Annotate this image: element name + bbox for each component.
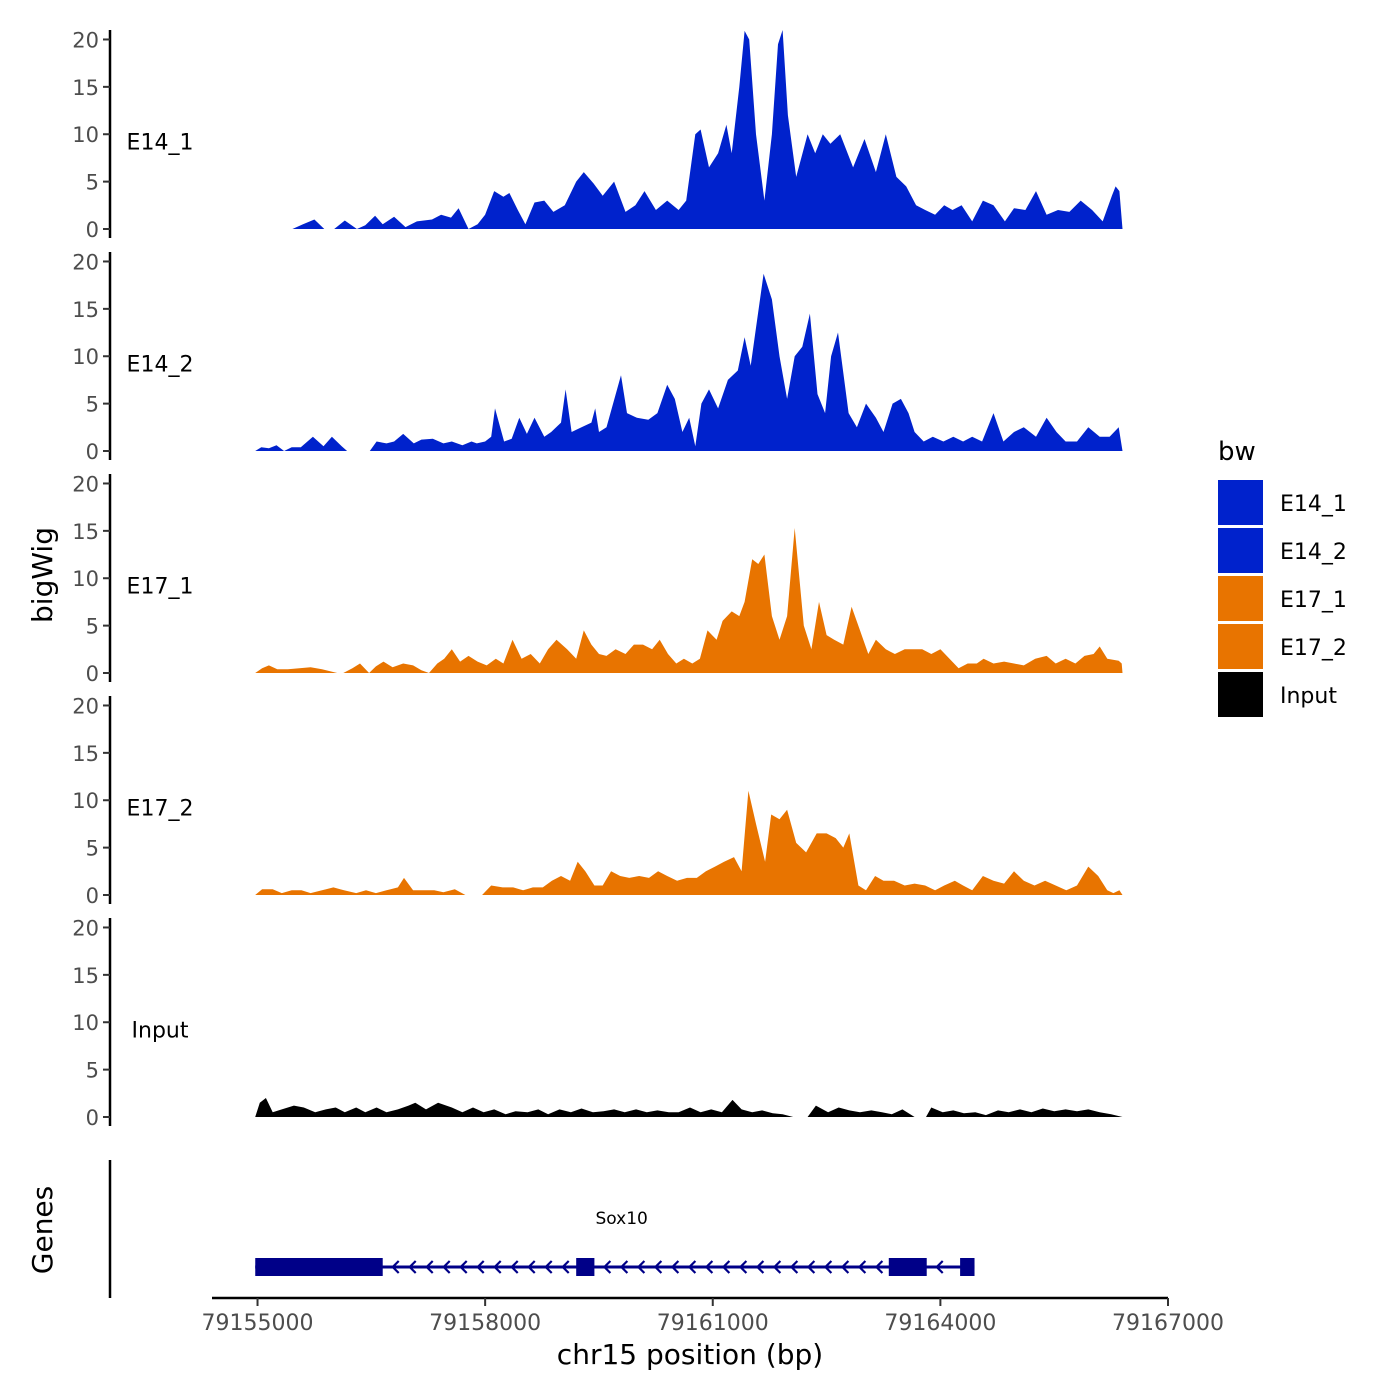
y-axis-title: bigWig <box>26 527 59 623</box>
y-tick-label: 0 <box>86 1106 99 1130</box>
legend-label: E17_1 <box>1280 588 1347 613</box>
legend-key-e14-1 <box>1218 480 1263 525</box>
track-panel-input: 0 5 10 15 20 Input <box>72 916 1123 1130</box>
strand-arrow <box>561 1260 570 1274</box>
y-tick-label: 5 <box>86 1059 99 1083</box>
x-tick-label: 79167000 <box>1112 1311 1224 1336</box>
legend-title: bw <box>1218 437 1256 467</box>
strand-arrow <box>721 1260 731 1274</box>
strand-arrow <box>687 1260 697 1274</box>
y-tick-label: 5 <box>86 393 99 417</box>
y-tick-label: 10 <box>72 1011 99 1035</box>
y-tick-label: 10 <box>72 789 99 813</box>
strand-arrow <box>459 1260 468 1274</box>
legend-key-e17-2 <box>1218 624 1263 669</box>
track-panel-e17-1: 0 5 10 15 20 E17_1 <box>72 472 1123 686</box>
x-axis-title: chr15 position (bp) <box>557 1338 823 1371</box>
y-tick-label: 5 <box>86 837 99 861</box>
strand-arrow <box>935 1260 944 1274</box>
track-panel-e17-2: 0 5 10 15 20 E17_2 <box>72 694 1123 908</box>
strand-arrow <box>493 1260 502 1274</box>
legend-label: E17_2 <box>1280 636 1347 661</box>
strand-arrow <box>840 1260 850 1274</box>
strand-arrow <box>704 1260 714 1274</box>
y-tick-label: 5 <box>86 171 99 195</box>
strand-arrow <box>772 1260 782 1274</box>
strand-arrow <box>806 1260 816 1274</box>
strand-arrow <box>619 1260 629 1274</box>
y-tick-label: 20 <box>72 28 99 52</box>
track-label: E17_1 <box>127 575 194 600</box>
x-tick-label: 79155000 <box>202 1311 314 1336</box>
gene-exon <box>576 1258 595 1276</box>
y-tick-label: 10 <box>72 345 99 369</box>
x-tick-label: 79161000 <box>657 1311 769 1336</box>
x-tick-label: 79158000 <box>429 1311 541 1336</box>
strand-arrow <box>789 1260 799 1274</box>
strand-arrow <box>476 1260 485 1274</box>
y-tick-label: 5 <box>86 615 99 639</box>
gene-exon <box>255 1258 383 1276</box>
y-tick-label: 15 <box>72 742 99 766</box>
strand-arrow <box>823 1260 833 1274</box>
track-panel-e14-1: 0 5 10 15 20 E14_1 <box>72 28 1123 242</box>
legend-key-e14-2 <box>1218 528 1263 573</box>
strand-arrow <box>857 1260 867 1274</box>
genes-axis-title: Genes <box>26 1186 59 1274</box>
gene-exon <box>960 1258 975 1276</box>
strand-arrow <box>755 1260 765 1274</box>
strand-arrow <box>408 1260 417 1274</box>
strand-arrow <box>442 1260 451 1274</box>
legend-label: E14_2 <box>1280 540 1347 565</box>
y-tick-label: 10 <box>72 567 99 591</box>
strand-arrow <box>602 1260 612 1274</box>
gene-exon <box>888 1258 927 1276</box>
strand-arrow <box>425 1260 434 1274</box>
y-tick-label: 0 <box>86 440 99 464</box>
track-label: E14_2 <box>127 353 194 378</box>
legend-key-e17-1 <box>1218 576 1263 621</box>
signal-area-e14-2 <box>255 273 1123 451</box>
signal-area-e14-1 <box>292 30 1123 229</box>
y-tick-label: 10 <box>72 123 99 147</box>
y-tick-label: 15 <box>72 520 99 544</box>
legend-label: Input <box>1280 684 1337 709</box>
x-axis: 79155000 79158000 79161000 79164000 79167000… <box>202 1296 1224 1371</box>
track-label: E17_2 <box>127 797 194 822</box>
legend: bw E14_1 E14_2 E17_1 E17_2 Input <box>1218 437 1347 717</box>
strand-arrow <box>391 1260 400 1274</box>
y-tick-label: 20 <box>72 916 99 940</box>
x-tick-label: 79164000 <box>884 1311 996 1336</box>
track-label: Input <box>132 1019 189 1044</box>
strand-arrow <box>544 1260 553 1274</box>
y-tick-label: 0 <box>86 662 99 686</box>
strand-arrow <box>670 1260 680 1274</box>
strand-arrow <box>527 1260 536 1274</box>
y-tick-label: 20 <box>72 250 99 274</box>
y-tick-label: 0 <box>86 218 99 242</box>
y-tick-label: 15 <box>72 76 99 100</box>
track-panel-e14-2: 0 5 10 15 20 E14_2 <box>72 250 1123 464</box>
y-tick-label: 20 <box>72 694 99 718</box>
y-tick-label: 15 <box>72 298 99 322</box>
strand-arrow <box>653 1260 663 1274</box>
gene-name-label: Sox10 <box>596 1209 648 1229</box>
genes-track: Genes Sox10 <box>26 1160 975 1298</box>
y-tick-label: 15 <box>72 964 99 988</box>
strand-arrow <box>738 1260 748 1274</box>
track-label: E14_1 <box>127 131 194 156</box>
signal-area-e17-1 <box>255 528 1123 673</box>
strand-arrow <box>636 1260 646 1274</box>
signal-area-input <box>255 1098 1123 1117</box>
legend-key-input <box>1218 672 1263 717</box>
y-tick-label: 20 <box>72 472 99 496</box>
strand-arrow <box>510 1260 519 1274</box>
signal-area-e17-2 <box>255 790 1123 895</box>
strand-arrow <box>874 1260 884 1274</box>
legend-label: E14_1 <box>1280 492 1347 517</box>
y-tick-label: 0 <box>86 884 99 908</box>
